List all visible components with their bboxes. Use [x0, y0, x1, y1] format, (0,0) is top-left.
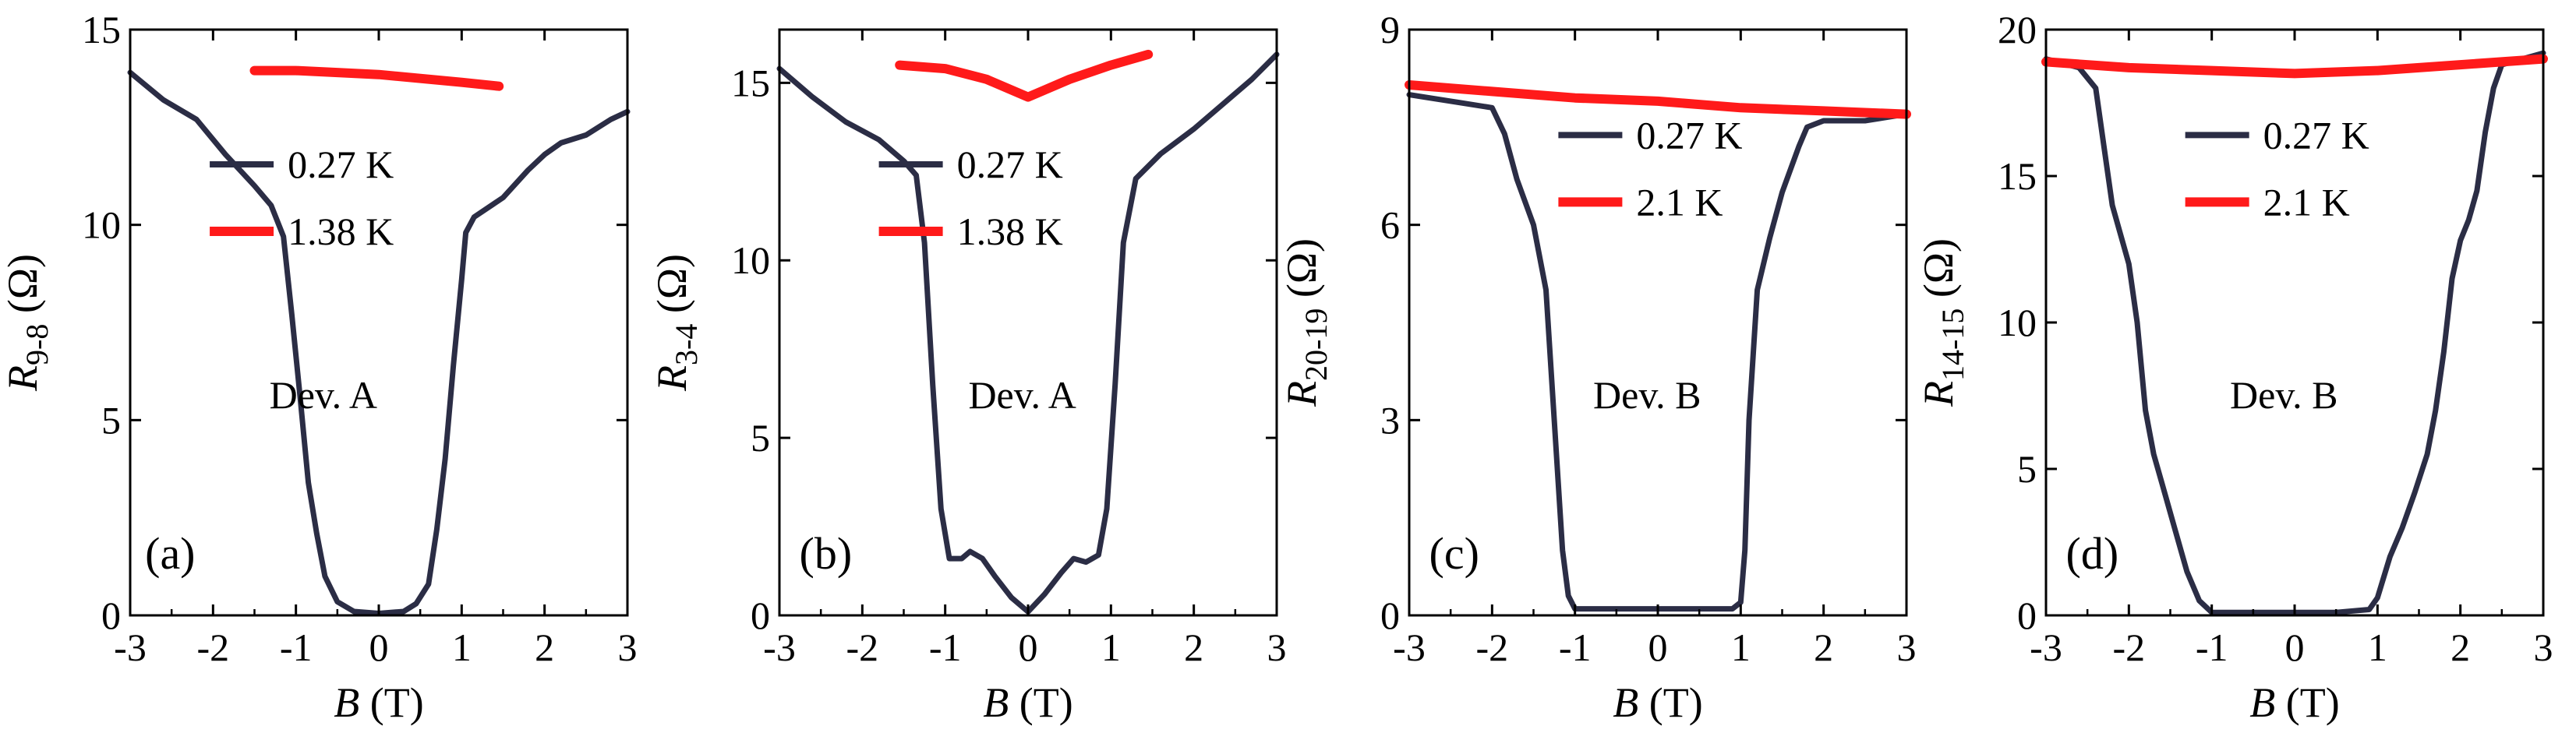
x-tick-label: 2 [1184, 625, 1203, 669]
x-tick-label: 0 [1019, 625, 1038, 669]
x-tick-label: -1 [1559, 625, 1592, 669]
y-tick-label: 9 [1380, 8, 1400, 51]
x-tick-label: 0 [1648, 625, 1668, 669]
x-tick-label: 3 [1267, 625, 1287, 669]
device-annotation: Dev. B [2230, 373, 2337, 417]
legend-label: 1.38 K [957, 210, 1063, 253]
x-tick-label: 3 [618, 625, 638, 669]
chart-panel: -3 -2 -1 0 1 2 3 0 5 10 15 B (T) R3-4 (Ω) 0.27 K 1.38 … [648, 28, 1287, 726]
legend-label: 2.1 K [2263, 180, 2350, 224]
y-axis-title: R9-8 (Ω) [0, 254, 55, 392]
device-annotation: Dev. B [1593, 373, 1701, 417]
x-axis-title: B (T) [2249, 679, 2339, 726]
series-line-high-temperature [2041, 54, 2548, 79]
series-line-high-temperature [249, 65, 504, 91]
y-axis-title: R20-19 (Ω) [1278, 238, 1334, 407]
x-tick-label: -3 [763, 625, 796, 669]
legend-label: 0.27 K [288, 143, 394, 186]
panel-label: (a) [145, 528, 195, 579]
x-tick-label: 2 [535, 625, 554, 669]
y-tick-label: 10 [82, 203, 121, 247]
x-tick-label: -3 [1393, 625, 1426, 669]
x-tick-label: -2 [846, 625, 879, 669]
series-line-low-temperature [1406, 92, 1910, 612]
chart-panel: -3 -2 -1 0 1 2 3 0 5 10 15 B (T) R9-8 (Ω) 0.27 K 1.38 … [0, 8, 638, 726]
panel-label: (b) [800, 528, 853, 579]
legend-label: 0.27 K [957, 143, 1063, 186]
series-line-low-temperature [2043, 50, 2546, 615]
legend-label: 0.27 K [1636, 113, 1742, 157]
series-line-high-temperature [1405, 80, 1911, 119]
series-line-low-temperature [127, 69, 631, 616]
y-tick-label: 10 [731, 238, 770, 282]
plot-frame [778, 28, 1278, 617]
x-axis-title: B (T) [1613, 679, 1702, 726]
x-tick-label: -3 [114, 625, 147, 669]
x-axis-title: B (T) [983, 679, 1072, 726]
x-tick-label: -1 [280, 625, 313, 669]
x-axis-title: B (T) [334, 679, 423, 726]
y-tick-label: 5 [2017, 447, 2037, 491]
x-tick-label: 0 [2285, 625, 2305, 669]
x-tick-label: 3 [2534, 625, 2553, 669]
plot-frame [129, 28, 629, 617]
y-tick-label: 0 [751, 594, 770, 637]
x-tick-label: -2 [2113, 625, 2146, 669]
x-tick-label: 1 [1731, 625, 1751, 669]
x-tick-label: -1 [929, 625, 962, 669]
y-tick-label: 0 [1380, 594, 1400, 637]
x-tick-label: 1 [1101, 625, 1121, 669]
y-tick-label: 15 [1998, 154, 2037, 198]
chart-panel: -3 -2 -1 0 1 2 3 0 3 6 9 B (T) R20-19 (Ω) 0.27 K 2.1 K… [1278, 8, 1917, 726]
y-axis-title: R14-15 (Ω) [1915, 238, 1970, 407]
x-tick-label: 1 [452, 625, 472, 669]
panel-label: (c) [1429, 528, 1479, 579]
x-tick-label: 2 [2451, 625, 2470, 669]
x-tick-label: -2 [1476, 625, 1509, 669]
device-annotation: Dev. A [968, 373, 1076, 417]
x-tick-label: 0 [369, 625, 389, 669]
y-tick-label: 6 [1380, 203, 1400, 247]
x-tick-label: -3 [2030, 625, 2062, 669]
legend-label: 0.27 K [2263, 113, 2369, 157]
y-tick-label: 5 [101, 398, 121, 442]
y-tick-label: 5 [751, 416, 770, 460]
device-annotation: Dev. A [270, 373, 377, 417]
y-tick-label: 15 [731, 61, 770, 104]
y-axis-title: R3-4 (Ω) [648, 254, 704, 392]
panel-label: (d) [2066, 528, 2119, 579]
y-tick-label: 0 [101, 594, 121, 637]
x-tick-label: 1 [2368, 625, 2387, 669]
x-tick-label: 2 [1814, 625, 1833, 669]
legend-label: 2.1 K [1636, 180, 1723, 224]
y-tick-label: 3 [1380, 398, 1400, 442]
y-tick-label: 10 [1998, 301, 2037, 344]
y-tick-label: 0 [2017, 594, 2037, 637]
legend-label: 1.38 K [288, 210, 394, 253]
chart-panel: -3 -2 -1 0 1 2 3 0 5 10 15 20 B (T) R14-15 (Ω) 0.27 K 2… [1915, 8, 2553, 726]
x-tick-label: -1 [2196, 625, 2228, 669]
series-line-low-temperature [776, 51, 1280, 615]
y-tick-label: 15 [82, 8, 121, 51]
series-line-high-temperature [895, 49, 1154, 102]
y-tick-label: 20 [1998, 8, 2037, 51]
x-tick-label: 3 [1897, 625, 1917, 669]
x-tick-label: -2 [197, 625, 230, 669]
